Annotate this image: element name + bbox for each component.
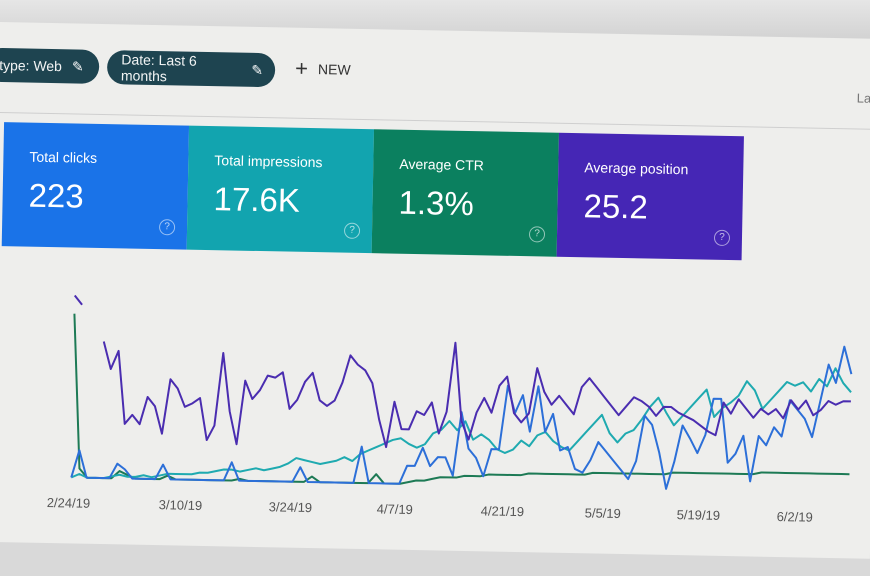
x-tick-label: 2/24/19 [47, 495, 91, 511]
metric-card-total-clicks[interactable]: Total clicks 223 ? [1, 122, 190, 250]
help-icon[interactable]: ? [528, 226, 546, 243]
chip-label: type: Web [0, 56, 63, 75]
x-tick-label: 4/21/19 [481, 503, 525, 519]
new-filter-button[interactable]: + NEW [294, 55, 351, 81]
metric-value: 223 [28, 176, 85, 215]
x-tick-label: 4/7/19 [377, 501, 413, 517]
x-tick-label: 3/10/19 [159, 497, 203, 513]
metric-card-average-ctr[interactable]: Average CTR 1.3% ? [371, 129, 559, 257]
pencil-icon[interactable]: ✎ [251, 61, 264, 78]
performance-chart[interactable]: 2/24/19 3/10/19 3/24/19 4/7/19 4/21/19 5/5/19… [0, 254, 870, 571]
metric-title: Average position [584, 159, 689, 178]
search-type-filter-chip[interactable]: type: Web ✎ [0, 47, 100, 84]
last-updated-label: La [856, 90, 870, 106]
chip-label: Date: Last 6 months [120, 51, 197, 85]
metric-title: Average CTR [399, 155, 485, 174]
filter-toolbar: type: Web ✎ Date: Last 6 months ✎ + NEW … [0, 22, 870, 130]
series-line-average-ctr[interactable] [71, 313, 852, 493]
x-tick-label: 5/5/19 [585, 505, 621, 521]
help-icon[interactable]: ? [343, 222, 361, 239]
x-tick-label: 3/24/19 [269, 499, 313, 515]
x-tick-label: 5/19/19 [677, 507, 721, 523]
pencil-icon[interactable]: ✎ [71, 57, 84, 75]
x-axis-tick-labels: 2/24/19 3/10/19 3/24/19 4/7/19 4/21/19 5/5/19… [47, 495, 813, 525]
search-console-screen: type: Web ✎ Date: Last 6 months ✎ + NEW … [0, 22, 870, 559]
line-chart-svg: 2/24/19 3/10/19 3/24/19 4/7/19 4/21/19 5/5/19… [47, 294, 853, 525]
metric-card-average-position[interactable]: Average position 25.2 ? [556, 132, 744, 261]
date-filter-chip[interactable]: Date: Last 6 months ✎ [106, 50, 276, 88]
help-icon[interactable]: ? [713, 229, 731, 247]
metric-cards: Total clicks 223 ? Total impressions 17.… [1, 122, 744, 261]
metric-value: 1.3% [398, 183, 475, 223]
x-tick-label: 6/2/19 [777, 509, 813, 525]
plus-icon: + [294, 55, 309, 81]
series-line-average-position[interactable] [102, 336, 852, 456]
metric-title: Total clicks [29, 148, 98, 166]
metric-title: Total impressions [214, 152, 323, 171]
series-line-average-position[interactable] [73, 294, 83, 306]
metric-value: 25.2 [583, 187, 649, 226]
metric-card-total-impressions[interactable]: Total impressions 17.6K ? [186, 125, 375, 254]
metric-value: 17.6K [213, 180, 301, 219]
new-label: NEW [317, 61, 351, 78]
help-icon[interactable]: ? [158, 219, 176, 236]
chart-series-lines [70, 294, 853, 493]
